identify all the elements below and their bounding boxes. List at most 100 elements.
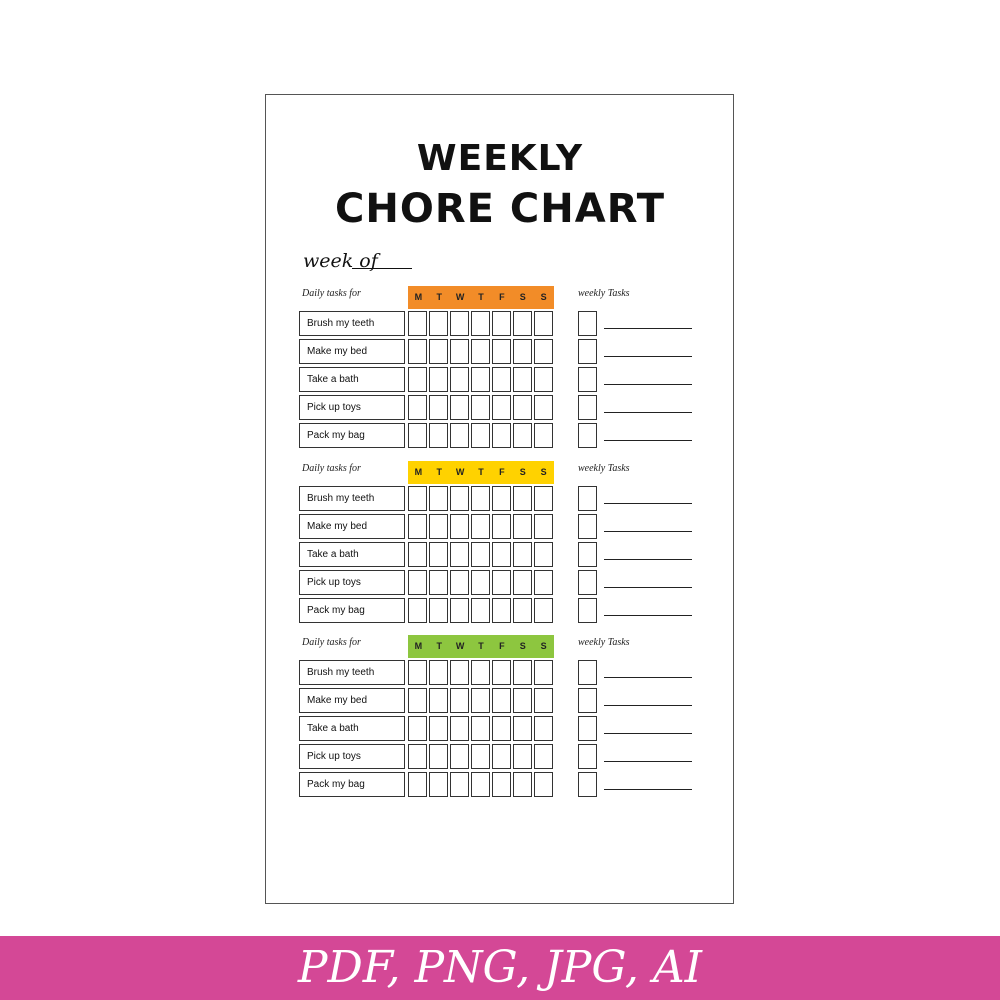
weekly-task-line[interactable]: [604, 615, 692, 616]
day-checkbox[interactable]: [429, 542, 448, 567]
day-checkbox[interactable]: [513, 688, 532, 713]
day-checkbox[interactable]: [534, 772, 553, 797]
day-checkbox[interactable]: [513, 570, 532, 595]
day-checkbox[interactable]: [534, 570, 553, 595]
day-checkbox[interactable]: [492, 688, 511, 713]
day-checkbox[interactable]: [429, 367, 448, 392]
day-checkbox[interactable]: [429, 339, 448, 364]
day-checkbox[interactable]: [534, 486, 553, 511]
day-checkbox[interactable]: [429, 514, 448, 539]
day-checkbox[interactable]: [408, 423, 427, 448]
day-checkbox[interactable]: [408, 514, 427, 539]
day-checkbox[interactable]: [471, 395, 490, 420]
day-checkbox[interactable]: [429, 486, 448, 511]
day-checkbox[interactable]: [513, 542, 532, 567]
day-checkbox[interactable]: [450, 660, 469, 685]
day-checkbox[interactable]: [408, 486, 427, 511]
day-checkbox[interactable]: [534, 514, 553, 539]
day-checkbox[interactable]: [513, 339, 532, 364]
day-checkbox[interactable]: [450, 423, 469, 448]
day-checkbox[interactable]: [471, 744, 490, 769]
day-checkbox[interactable]: [492, 716, 511, 741]
day-checkbox[interactable]: [450, 598, 469, 623]
day-checkbox[interactable]: [450, 716, 469, 741]
day-checkbox[interactable]: [492, 542, 511, 567]
day-checkbox[interactable]: [450, 395, 469, 420]
day-checkbox[interactable]: [429, 660, 448, 685]
weekly-task-line[interactable]: [604, 440, 692, 441]
weekly-checkbox[interactable]: [578, 744, 597, 769]
weekly-checkbox[interactable]: [578, 598, 597, 623]
weekly-checkbox[interactable]: [578, 688, 597, 713]
weekly-checkbox[interactable]: [578, 486, 597, 511]
day-checkbox[interactable]: [450, 486, 469, 511]
day-checkbox[interactable]: [492, 339, 511, 364]
day-checkbox[interactable]: [429, 311, 448, 336]
day-checkbox[interactable]: [513, 772, 532, 797]
day-checkbox[interactable]: [534, 660, 553, 685]
weekly-checkbox[interactable]: [578, 542, 597, 567]
day-checkbox[interactable]: [471, 367, 490, 392]
day-checkbox[interactable]: [471, 339, 490, 364]
weekly-task-line[interactable]: [604, 761, 692, 762]
weekly-checkbox[interactable]: [578, 311, 597, 336]
day-checkbox[interactable]: [471, 598, 490, 623]
weekly-checkbox[interactable]: [578, 367, 597, 392]
day-checkbox[interactable]: [492, 395, 511, 420]
day-checkbox[interactable]: [492, 486, 511, 511]
day-checkbox[interactable]: [492, 570, 511, 595]
day-checkbox[interactable]: [429, 744, 448, 769]
day-checkbox[interactable]: [450, 772, 469, 797]
weekly-task-line[interactable]: [604, 531, 692, 532]
day-checkbox[interactable]: [408, 772, 427, 797]
weekly-checkbox[interactable]: [578, 570, 597, 595]
day-checkbox[interactable]: [408, 716, 427, 741]
day-checkbox[interactable]: [429, 395, 448, 420]
day-checkbox[interactable]: [429, 688, 448, 713]
weekly-checkbox[interactable]: [578, 339, 597, 364]
day-checkbox[interactable]: [534, 744, 553, 769]
weekly-checkbox[interactable]: [578, 772, 597, 797]
day-checkbox[interactable]: [471, 660, 490, 685]
day-checkbox[interactable]: [408, 367, 427, 392]
day-checkbox[interactable]: [513, 716, 532, 741]
day-checkbox[interactable]: [408, 339, 427, 364]
day-checkbox[interactable]: [408, 744, 427, 769]
day-checkbox[interactable]: [534, 688, 553, 713]
day-checkbox[interactable]: [408, 311, 427, 336]
weekly-task-line[interactable]: [604, 412, 692, 413]
weekly-task-line[interactable]: [604, 328, 692, 329]
day-checkbox[interactable]: [513, 395, 532, 420]
day-checkbox[interactable]: [471, 716, 490, 741]
day-checkbox[interactable]: [471, 772, 490, 797]
day-checkbox[interactable]: [492, 772, 511, 797]
day-checkbox[interactable]: [534, 598, 553, 623]
day-checkbox[interactable]: [492, 598, 511, 623]
weekly-task-line[interactable]: [604, 559, 692, 560]
day-checkbox[interactable]: [534, 423, 553, 448]
weekly-checkbox[interactable]: [578, 395, 597, 420]
day-checkbox[interactable]: [492, 514, 511, 539]
day-checkbox[interactable]: [471, 423, 490, 448]
weekly-task-line[interactable]: [604, 356, 692, 357]
day-checkbox[interactable]: [429, 716, 448, 741]
weekly-task-line[interactable]: [604, 677, 692, 678]
weekly-checkbox[interactable]: [578, 423, 597, 448]
day-checkbox[interactable]: [513, 514, 532, 539]
day-checkbox[interactable]: [513, 423, 532, 448]
day-checkbox[interactable]: [513, 660, 532, 685]
weekly-checkbox[interactable]: [578, 716, 597, 741]
weekly-task-line[interactable]: [604, 705, 692, 706]
day-checkbox[interactable]: [408, 570, 427, 595]
day-checkbox[interactable]: [492, 311, 511, 336]
day-checkbox[interactable]: [513, 311, 532, 336]
day-checkbox[interactable]: [429, 570, 448, 595]
day-checkbox[interactable]: [450, 744, 469, 769]
weekly-task-line[interactable]: [604, 789, 692, 790]
day-checkbox[interactable]: [534, 367, 553, 392]
day-checkbox[interactable]: [429, 423, 448, 448]
day-checkbox[interactable]: [513, 744, 532, 769]
day-checkbox[interactable]: [471, 514, 490, 539]
day-checkbox[interactable]: [471, 688, 490, 713]
day-checkbox[interactable]: [534, 311, 553, 336]
